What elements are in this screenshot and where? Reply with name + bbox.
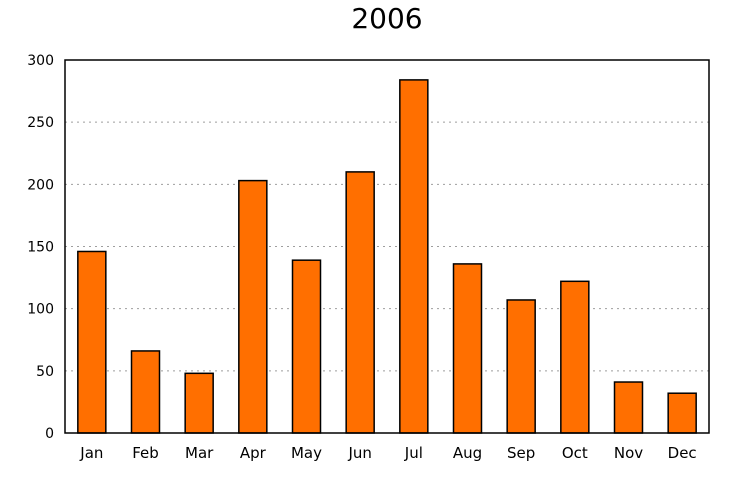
y-tick-label-0: 0 [45,426,54,442]
axis-labels-group: 0 50 100 150 200 250 300 Jan Feb Mar Apr May Jun Jul A… [27,53,696,462]
axes-group [64,59,710,434]
x-tick-label-oct: Oct [562,444,588,462]
x-tick-label-dec: Dec [668,444,697,462]
plot-border [64,59,710,434]
x-tick-label-mar: Mar [185,444,214,462]
y-tick-label-250: 250 [27,115,54,131]
bar-jul [399,79,429,434]
x-tick-label-aug: Aug [453,444,482,462]
bars-group [77,79,697,434]
x-tick-label-sep: Sep [507,444,535,462]
x-tick-label-feb: Feb [132,444,159,462]
x-tick-label-jan: Jan [79,444,103,462]
x-tick-label-jul: Jul [404,444,423,462]
bar-nov [613,381,644,434]
chart-title: 2006 [351,2,422,35]
bar-aug [452,263,483,434]
y-tick-label-50: 50 [36,364,54,380]
bar-feb [130,350,161,434]
bar-jun [345,171,375,434]
bar-apr [238,179,268,434]
bar-mar [184,372,214,434]
x-tick-label-may: May [291,444,322,462]
x-tick-label-nov: Nov [614,444,643,462]
gridlines-group [65,121,709,372]
x-tick-label-jun: Jun [347,444,371,462]
bar-sep [506,299,536,434]
bar-may [291,259,322,434]
y-tick-label-150: 150 [27,240,54,256]
x-tick-label-apr: Apr [240,444,267,462]
y-tick-label-300: 300 [27,53,54,69]
y-tick-label-200: 200 [27,177,54,193]
bar-oct [560,280,590,434]
y-tick-label-100: 100 [27,302,54,318]
bar-jan [77,250,107,434]
bar-dec [667,392,697,434]
